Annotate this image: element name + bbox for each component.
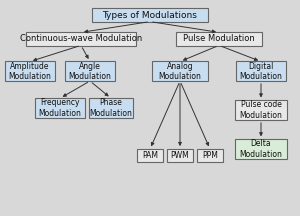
FancyBboxPatch shape [236, 61, 286, 81]
Text: Analog
Modulation: Analog Modulation [159, 62, 201, 81]
Text: Frequency
Modulation: Frequency Modulation [39, 98, 81, 118]
Text: PWM: PWM [171, 151, 189, 160]
Text: Pulse code
Modulation: Pulse code Modulation [240, 100, 282, 120]
Text: Types of Modulations: Types of Modulations [103, 11, 197, 20]
FancyBboxPatch shape [89, 98, 133, 118]
Text: Pulse Modulation: Pulse Modulation [183, 34, 255, 43]
FancyBboxPatch shape [137, 149, 163, 162]
Text: Continuous-wave Modulation: Continuous-wave Modulation [20, 34, 142, 43]
FancyBboxPatch shape [167, 149, 193, 162]
FancyBboxPatch shape [197, 149, 223, 162]
FancyBboxPatch shape [235, 100, 287, 120]
Text: Angle
Modulation: Angle Modulation [69, 62, 111, 81]
Text: PAM: PAM [142, 151, 158, 160]
Text: Phase
Modulation: Phase Modulation [90, 98, 132, 118]
FancyBboxPatch shape [92, 8, 208, 22]
FancyBboxPatch shape [26, 32, 136, 46]
Text: Digital
Modulation: Digital Modulation [240, 62, 282, 81]
FancyBboxPatch shape [235, 139, 287, 159]
Text: PPM: PPM [202, 151, 218, 160]
FancyBboxPatch shape [176, 32, 262, 46]
Text: Delta
Modulation: Delta Modulation [240, 139, 282, 159]
FancyBboxPatch shape [65, 61, 115, 81]
FancyBboxPatch shape [152, 61, 208, 81]
FancyBboxPatch shape [5, 61, 55, 81]
FancyBboxPatch shape [35, 98, 85, 118]
Text: Amplitude
Modulation: Amplitude Modulation [9, 62, 51, 81]
